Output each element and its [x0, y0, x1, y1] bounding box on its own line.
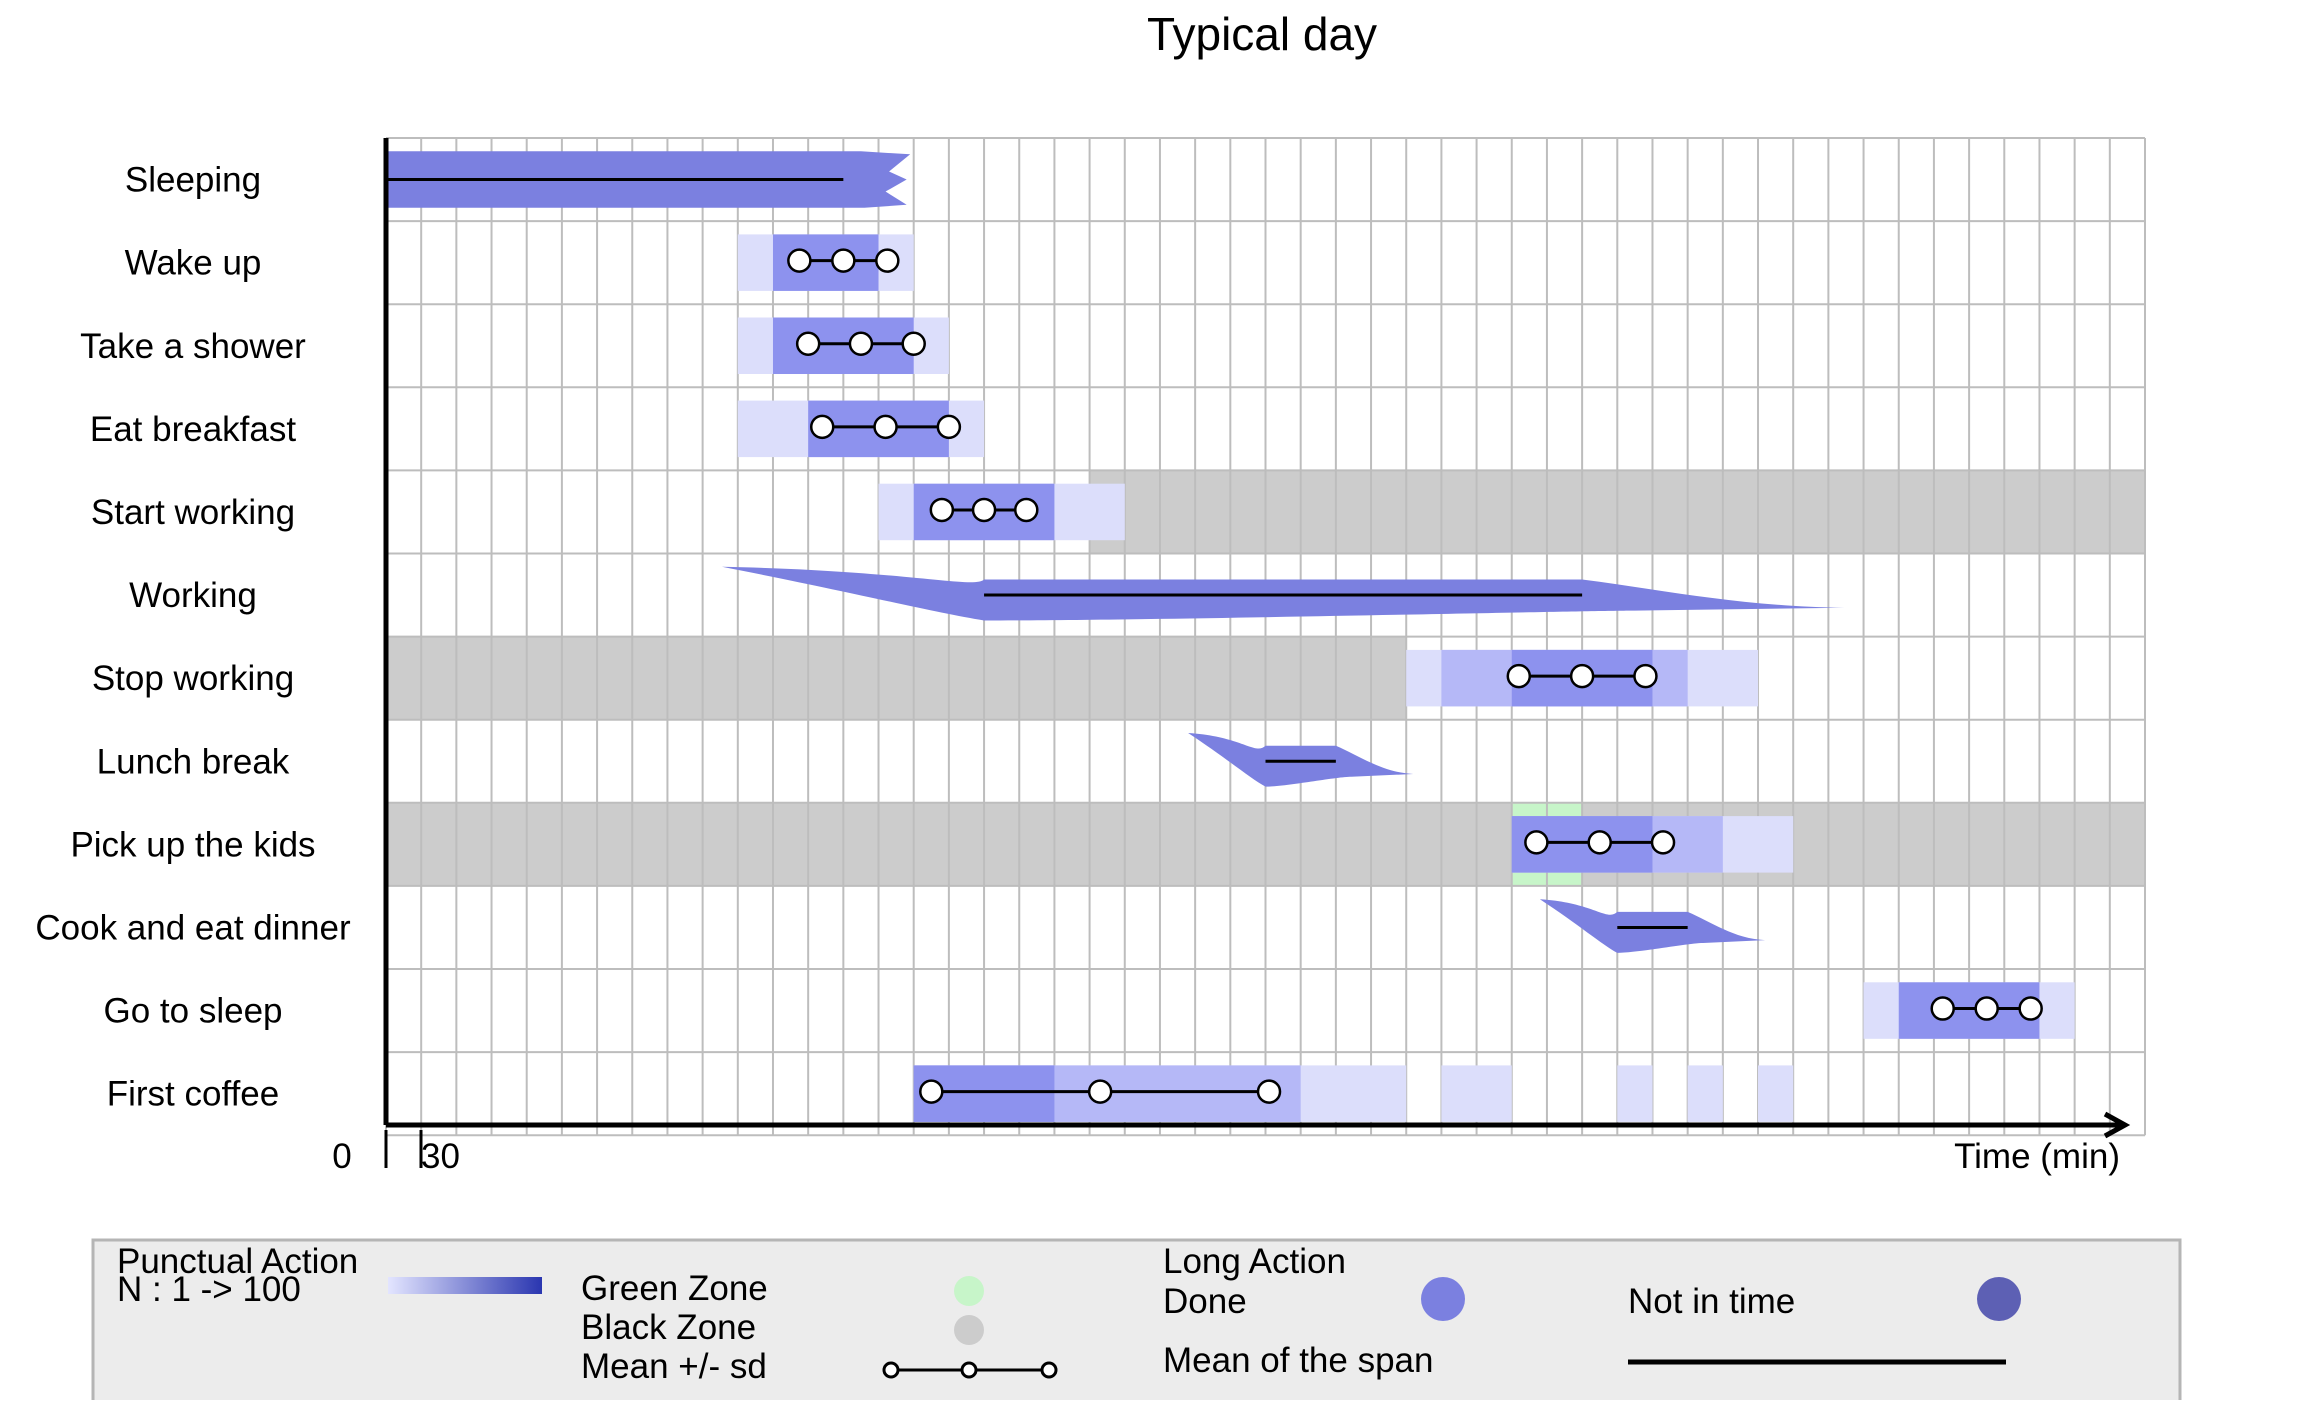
action-window	[1687, 1065, 1723, 1122]
row-label: Working	[129, 576, 257, 615]
sd-marker	[936, 414, 962, 440]
action-window	[1898, 982, 2040, 1039]
mean-marker	[1587, 830, 1612, 855]
legend-punctual-title: Punctual Action	[117, 1242, 358, 1281]
x-axis-label: Time (min)	[1954, 1137, 2120, 1176]
legend-mean-span-label: Mean of the span	[1163, 1341, 1433, 1380]
mean-marker	[1087, 1079, 1113, 1104]
row-label: Wake up	[125, 244, 262, 283]
legend-done-swatch	[1421, 1277, 1465, 1321]
legend-box	[91, 1238, 2182, 1405]
axes: 0 30 Time (min)	[332, 138, 2131, 1176]
row-label: Go to sleep	[104, 992, 283, 1031]
sd-marker	[795, 331, 821, 356]
legend: Punctual Action N : 1 -> 100 Green Zone …	[91, 1238, 2182, 1405]
legend-punctual-scale: N : 1 -> 100	[117, 1270, 301, 1309]
sd-marker	[1930, 996, 1955, 1021]
action-window	[1617, 1065, 1653, 1122]
chart-title: Typical day	[1147, 8, 1377, 60]
row-label: Pick up the kids	[70, 825, 315, 864]
row-label: Stop working	[92, 659, 294, 698]
black-zone	[386, 636, 1407, 720]
legend-not-in-time-label: Not in time	[1628, 1282, 1795, 1321]
mean-marker	[848, 331, 874, 356]
sd-marker	[2018, 996, 2043, 1021]
row-label: Start working	[91, 493, 295, 532]
legend-black-zone-swatch	[954, 1315, 984, 1345]
row-label: Cook and eat dinner	[35, 908, 351, 947]
mean-marker	[873, 414, 898, 440]
legend-mean-sd-label: Mean +/- sd	[581, 1347, 767, 1386]
sd-marker	[1524, 830, 1549, 855]
long-actions	[386, 151, 1845, 953]
sd-marker	[901, 331, 926, 356]
sd-marker	[1633, 663, 1658, 689]
mean-marker	[831, 248, 856, 273]
action-window	[772, 317, 914, 375]
sd-marker	[1256, 1079, 1282, 1104]
row-label: Take a shower	[80, 327, 306, 366]
x-axis-arrow	[2103, 1111, 2131, 1139]
mean-marker	[1569, 663, 1595, 689]
row-label: Sleeping	[125, 161, 261, 200]
sd-marker	[875, 248, 900, 273]
mean-marker	[971, 497, 997, 523]
sd-marker	[809, 414, 835, 440]
legend-mean-sd-swatch	[882, 1361, 1058, 1379]
action-window	[1758, 1065, 1794, 1122]
row-label: First coffee	[107, 1075, 279, 1114]
x-tick-label-1: 30	[421, 1137, 460, 1176]
row-labels: Sleeping Wake up Take a shower Eat breakfas…	[35, 161, 351, 1114]
action-windows	[737, 234, 2075, 1122]
legend-green-zone-label: Green Zone	[581, 1269, 768, 1308]
mean-marker	[1974, 996, 1999, 1021]
sd-marker	[919, 1079, 944, 1104]
sd-marker	[787, 248, 812, 273]
legend-done-label: Done	[1163, 1282, 1247, 1321]
sd-marker	[1014, 497, 1039, 523]
sd-marker	[1506, 663, 1532, 689]
legend-green-zone-swatch	[954, 1276, 984, 1306]
row-label: Lunch break	[97, 742, 290, 781]
mean-markers	[787, 248, 2043, 1104]
row-label: Eat breakfast	[90, 410, 296, 449]
action-window	[1441, 1065, 1512, 1122]
sd-marker	[1650, 830, 1676, 855]
legend-long-title: Long Action	[1163, 1242, 1346, 1281]
x-tick-label-0: 0	[332, 1137, 351, 1176]
legend-gradient-swatch	[388, 1277, 542, 1294]
sd-marker	[929, 497, 955, 523]
legend-not-in-time-swatch	[1977, 1277, 2021, 1321]
legend-black-zone-label: Black Zone	[581, 1308, 756, 1347]
